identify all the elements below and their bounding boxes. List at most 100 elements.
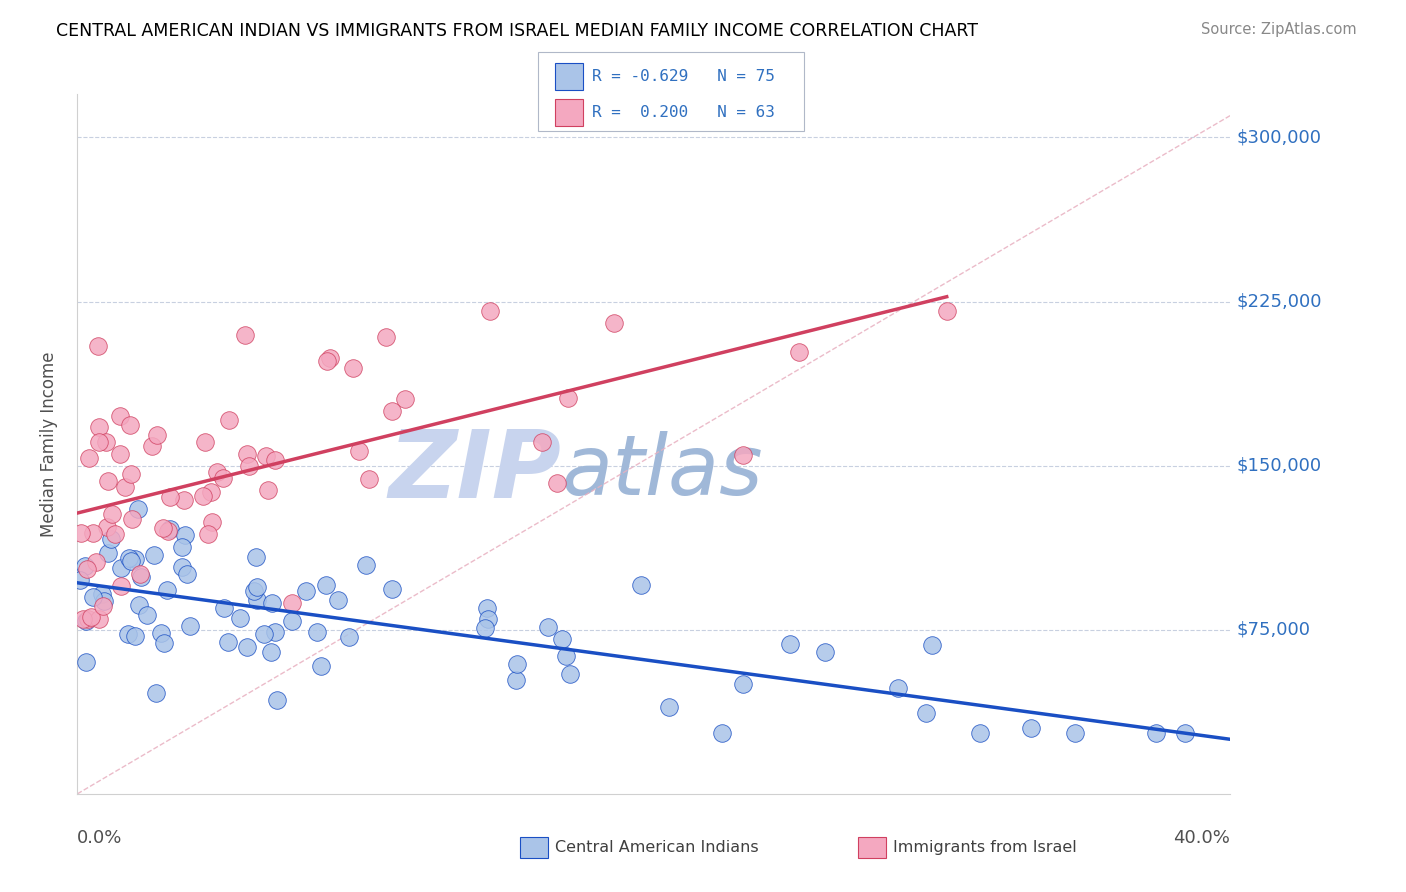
Text: 0.0%: 0.0% (77, 829, 122, 847)
Point (143, 549, 166, 563)
Point (603, 316, 626, 330)
Point (145, 428, 167, 442)
Point (129, 570, 152, 584)
Point (337, 630, 360, 644)
Point (1174, 725, 1197, 739)
Point (212, 600, 235, 615)
Point (108, 409, 131, 424)
Point (555, 649, 578, 664)
Point (91, 599, 114, 613)
Text: $150,000: $150,000 (1236, 457, 1322, 475)
Point (152, 521, 174, 535)
Point (478, 303, 501, 318)
Point (97, 546, 120, 560)
Point (197, 527, 219, 541)
Point (193, 489, 215, 503)
Point (128, 566, 150, 581)
Point (201, 515, 224, 529)
Point (630, 578, 652, 592)
Point (326, 592, 349, 607)
Point (354, 558, 377, 573)
Point (120, 417, 142, 432)
Point (69, 573, 91, 587)
Text: $300,000: $300,000 (1236, 128, 1322, 146)
Point (100, 532, 122, 546)
Point (90, 586, 112, 600)
Point (110, 579, 132, 593)
Point (309, 658, 332, 673)
Text: $225,000: $225,000 (1236, 293, 1322, 310)
Point (935, 304, 957, 318)
Point (733, 448, 755, 462)
Point (121, 512, 143, 526)
Point (156, 583, 179, 598)
Point (551, 632, 574, 647)
Point (218, 413, 240, 427)
Point (813, 645, 835, 659)
Point (120, 467, 142, 481)
Point (281, 596, 304, 610)
Point (135, 607, 157, 622)
Point (477, 611, 499, 625)
Point (76, 562, 98, 576)
Point (537, 620, 560, 634)
Text: Source: ZipAtlas.com: Source: ZipAtlas.com (1201, 22, 1357, 37)
Point (246, 580, 269, 594)
Text: Immigrants from Israel: Immigrants from Israel (893, 840, 1077, 855)
Point (193, 435, 215, 450)
Point (70, 525, 93, 540)
Point (75, 614, 97, 628)
Point (127, 501, 149, 516)
Point (149, 626, 172, 640)
Point (104, 527, 127, 541)
Point (110, 561, 132, 575)
Point (315, 578, 337, 592)
Point (887, 681, 910, 695)
Point (394, 392, 416, 407)
Point (173, 493, 195, 508)
Text: R = -0.629   N = 75: R = -0.629 N = 75 (592, 69, 775, 84)
Point (205, 466, 228, 480)
Point (260, 645, 283, 659)
Point (1144, 725, 1167, 739)
Point (141, 439, 163, 453)
Point (84, 555, 107, 569)
Point (969, 725, 991, 739)
Point (217, 634, 239, 648)
Point (179, 619, 201, 633)
Point (114, 479, 136, 493)
Point (710, 725, 733, 739)
Point (211, 471, 233, 485)
Text: ZIP: ZIP (388, 425, 561, 517)
Point (280, 615, 302, 629)
Point (915, 706, 938, 720)
Point (260, 596, 283, 610)
Point (357, 472, 380, 486)
Point (264, 624, 287, 639)
Point (77, 612, 100, 626)
Point (381, 582, 404, 596)
Point (477, 600, 499, 615)
Point (82, 526, 104, 541)
Point (117, 627, 139, 641)
Point (245, 549, 267, 564)
Point (1019, 721, 1042, 735)
Point (246, 593, 269, 607)
Point (253, 627, 276, 641)
Point (921, 638, 943, 652)
Point (128, 598, 150, 612)
Point (236, 448, 259, 462)
Point (238, 458, 260, 473)
Text: R =  0.200   N = 63: R = 0.200 N = 63 (592, 105, 775, 120)
Point (77, 450, 100, 465)
Point (1064, 725, 1087, 739)
Point (342, 360, 364, 375)
Text: $75,000: $75,000 (1236, 621, 1310, 639)
Point (546, 475, 568, 490)
Point (96, 520, 118, 534)
Point (375, 329, 398, 343)
Point (124, 629, 146, 643)
Point (295, 583, 318, 598)
Point (254, 449, 277, 463)
Point (72, 612, 94, 626)
